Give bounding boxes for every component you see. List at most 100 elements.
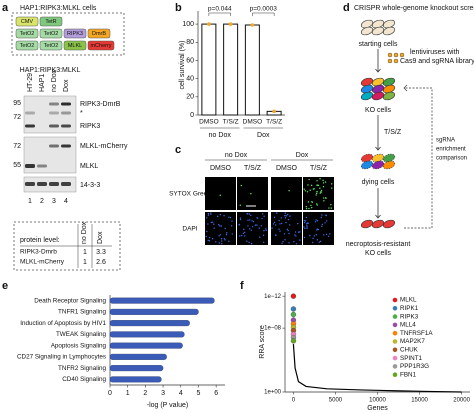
cell-dot <box>310 184 313 187</box>
cell-dot <box>246 213 249 215</box>
x-tick-label: T/S/Z <box>266 119 282 126</box>
construct-element <box>15 16 39 27</box>
cell-dot <box>207 214 210 216</box>
legend-marker <box>392 339 398 344</box>
x-tick-label: 5 <box>197 390 201 397</box>
bar <box>109 376 162 383</box>
y-tick-label: TNFR2 Signaling <box>58 365 106 372</box>
micrograph <box>237 212 268 245</box>
cell-dot <box>299 231 301 233</box>
cell-dot <box>315 194 317 196</box>
table-column: Dox <box>97 231 104 244</box>
cell-dot <box>315 234 318 236</box>
cell-dot <box>306 222 308 224</box>
cell-dot <box>303 236 306 239</box>
group-label: Dox <box>257 132 270 139</box>
cell-dot <box>220 238 223 240</box>
row-label: SYTOX Green <box>169 191 211 198</box>
cell-dot <box>223 214 225 217</box>
cell-dot <box>316 239 319 241</box>
gene-point <box>290 306 297 312</box>
group-label: no Dox <box>225 152 248 159</box>
y-tick-label: Apoptosis Signaling <box>51 342 107 349</box>
bar <box>223 23 239 116</box>
y-tick-label: 80 <box>186 39 194 46</box>
cell-dot <box>319 240 322 243</box>
blot-band <box>25 182 35 186</box>
cell-dot <box>323 234 325 236</box>
cell-dot <box>252 220 255 223</box>
cell-dot <box>295 243 298 245</box>
panel-label: d <box>343 2 350 14</box>
construct-element <box>87 28 111 39</box>
cell-dot <box>307 184 309 186</box>
y-tick-label: 1e+00 <box>264 390 282 396</box>
panel-label: b <box>175 2 182 14</box>
x-tick-label: 20000 <box>453 398 470 404</box>
micrograph <box>205 177 236 210</box>
cell-dot <box>324 197 327 199</box>
cell-icon <box>382 160 396 170</box>
cell-dot <box>213 223 215 225</box>
bar <box>244 24 260 116</box>
legend-marker <box>392 306 398 311</box>
cell-dot <box>280 222 283 225</box>
y-tick-label: CD40 Signaling <box>62 376 106 383</box>
y-tick-label: 100 <box>182 21 194 28</box>
cell-dot <box>218 235 220 237</box>
cell-dot <box>287 218 290 221</box>
table-cell: 1 <box>83 259 87 266</box>
cell-dot <box>219 194 221 197</box>
cell-dot <box>243 228 245 231</box>
x-tick-label: 1 <box>126 390 130 397</box>
cell-dot <box>239 218 242 221</box>
cell-dot <box>240 234 243 237</box>
cell-dot <box>328 207 330 209</box>
cell-dot <box>239 204 241 206</box>
cell-icon <box>371 26 385 36</box>
bar <box>201 23 217 116</box>
legend-label: CHUK <box>400 346 419 353</box>
cell-dot <box>322 186 325 188</box>
cell-dot <box>293 240 295 243</box>
construct-element <box>39 28 63 39</box>
cell-dot <box>307 222 309 224</box>
x-tick-label: T/S/Z <box>223 119 239 126</box>
cell-icon <box>371 153 385 163</box>
x-tick-label: 4 <box>179 390 183 397</box>
cell-dot <box>307 201 310 203</box>
x-tick-label: 5000 <box>329 398 343 404</box>
table-cell: MLKL-mCherry <box>20 259 65 266</box>
y-axis-label: RRA score <box>259 325 266 359</box>
y-tick-label: 40 <box>186 75 194 82</box>
panel-label: c <box>175 144 181 156</box>
row-label: DAPI <box>182 226 197 233</box>
cell-dot <box>287 229 289 232</box>
virus-icon <box>387 52 393 58</box>
cell-dot <box>224 227 226 230</box>
cell-dot <box>279 230 281 232</box>
blot-band <box>37 182 47 186</box>
cell-dot <box>299 239 301 241</box>
panel-title: HAP1:RIPK3:MLKL cells <box>20 5 97 12</box>
cell-dot <box>316 204 318 206</box>
construct-element <box>15 40 39 51</box>
cell-dot <box>210 212 212 214</box>
cell-dot <box>288 242 290 244</box>
p-value: p=0.0003 <box>250 6 278 13</box>
y-tick-label: 20 <box>186 94 194 101</box>
cell-dot <box>288 224 291 226</box>
cell-dot <box>250 192 252 195</box>
x-tick-label: 15000 <box>411 398 428 404</box>
y-tick-label: 0 <box>190 112 194 119</box>
blot-band <box>25 124 35 128</box>
construct-element <box>63 28 87 39</box>
step-label: necroptosis-resistant <box>346 241 411 248</box>
arrow-head <box>375 146 381 151</box>
cell-dot <box>305 206 308 208</box>
y-tick-label: TWEAK Signaling <box>56 331 107 338</box>
lane-label: HT-29 <box>27 73 34 92</box>
table-column: no Dox <box>81 221 88 244</box>
cell-dot <box>297 222 299 225</box>
cell-dot <box>322 182 325 184</box>
